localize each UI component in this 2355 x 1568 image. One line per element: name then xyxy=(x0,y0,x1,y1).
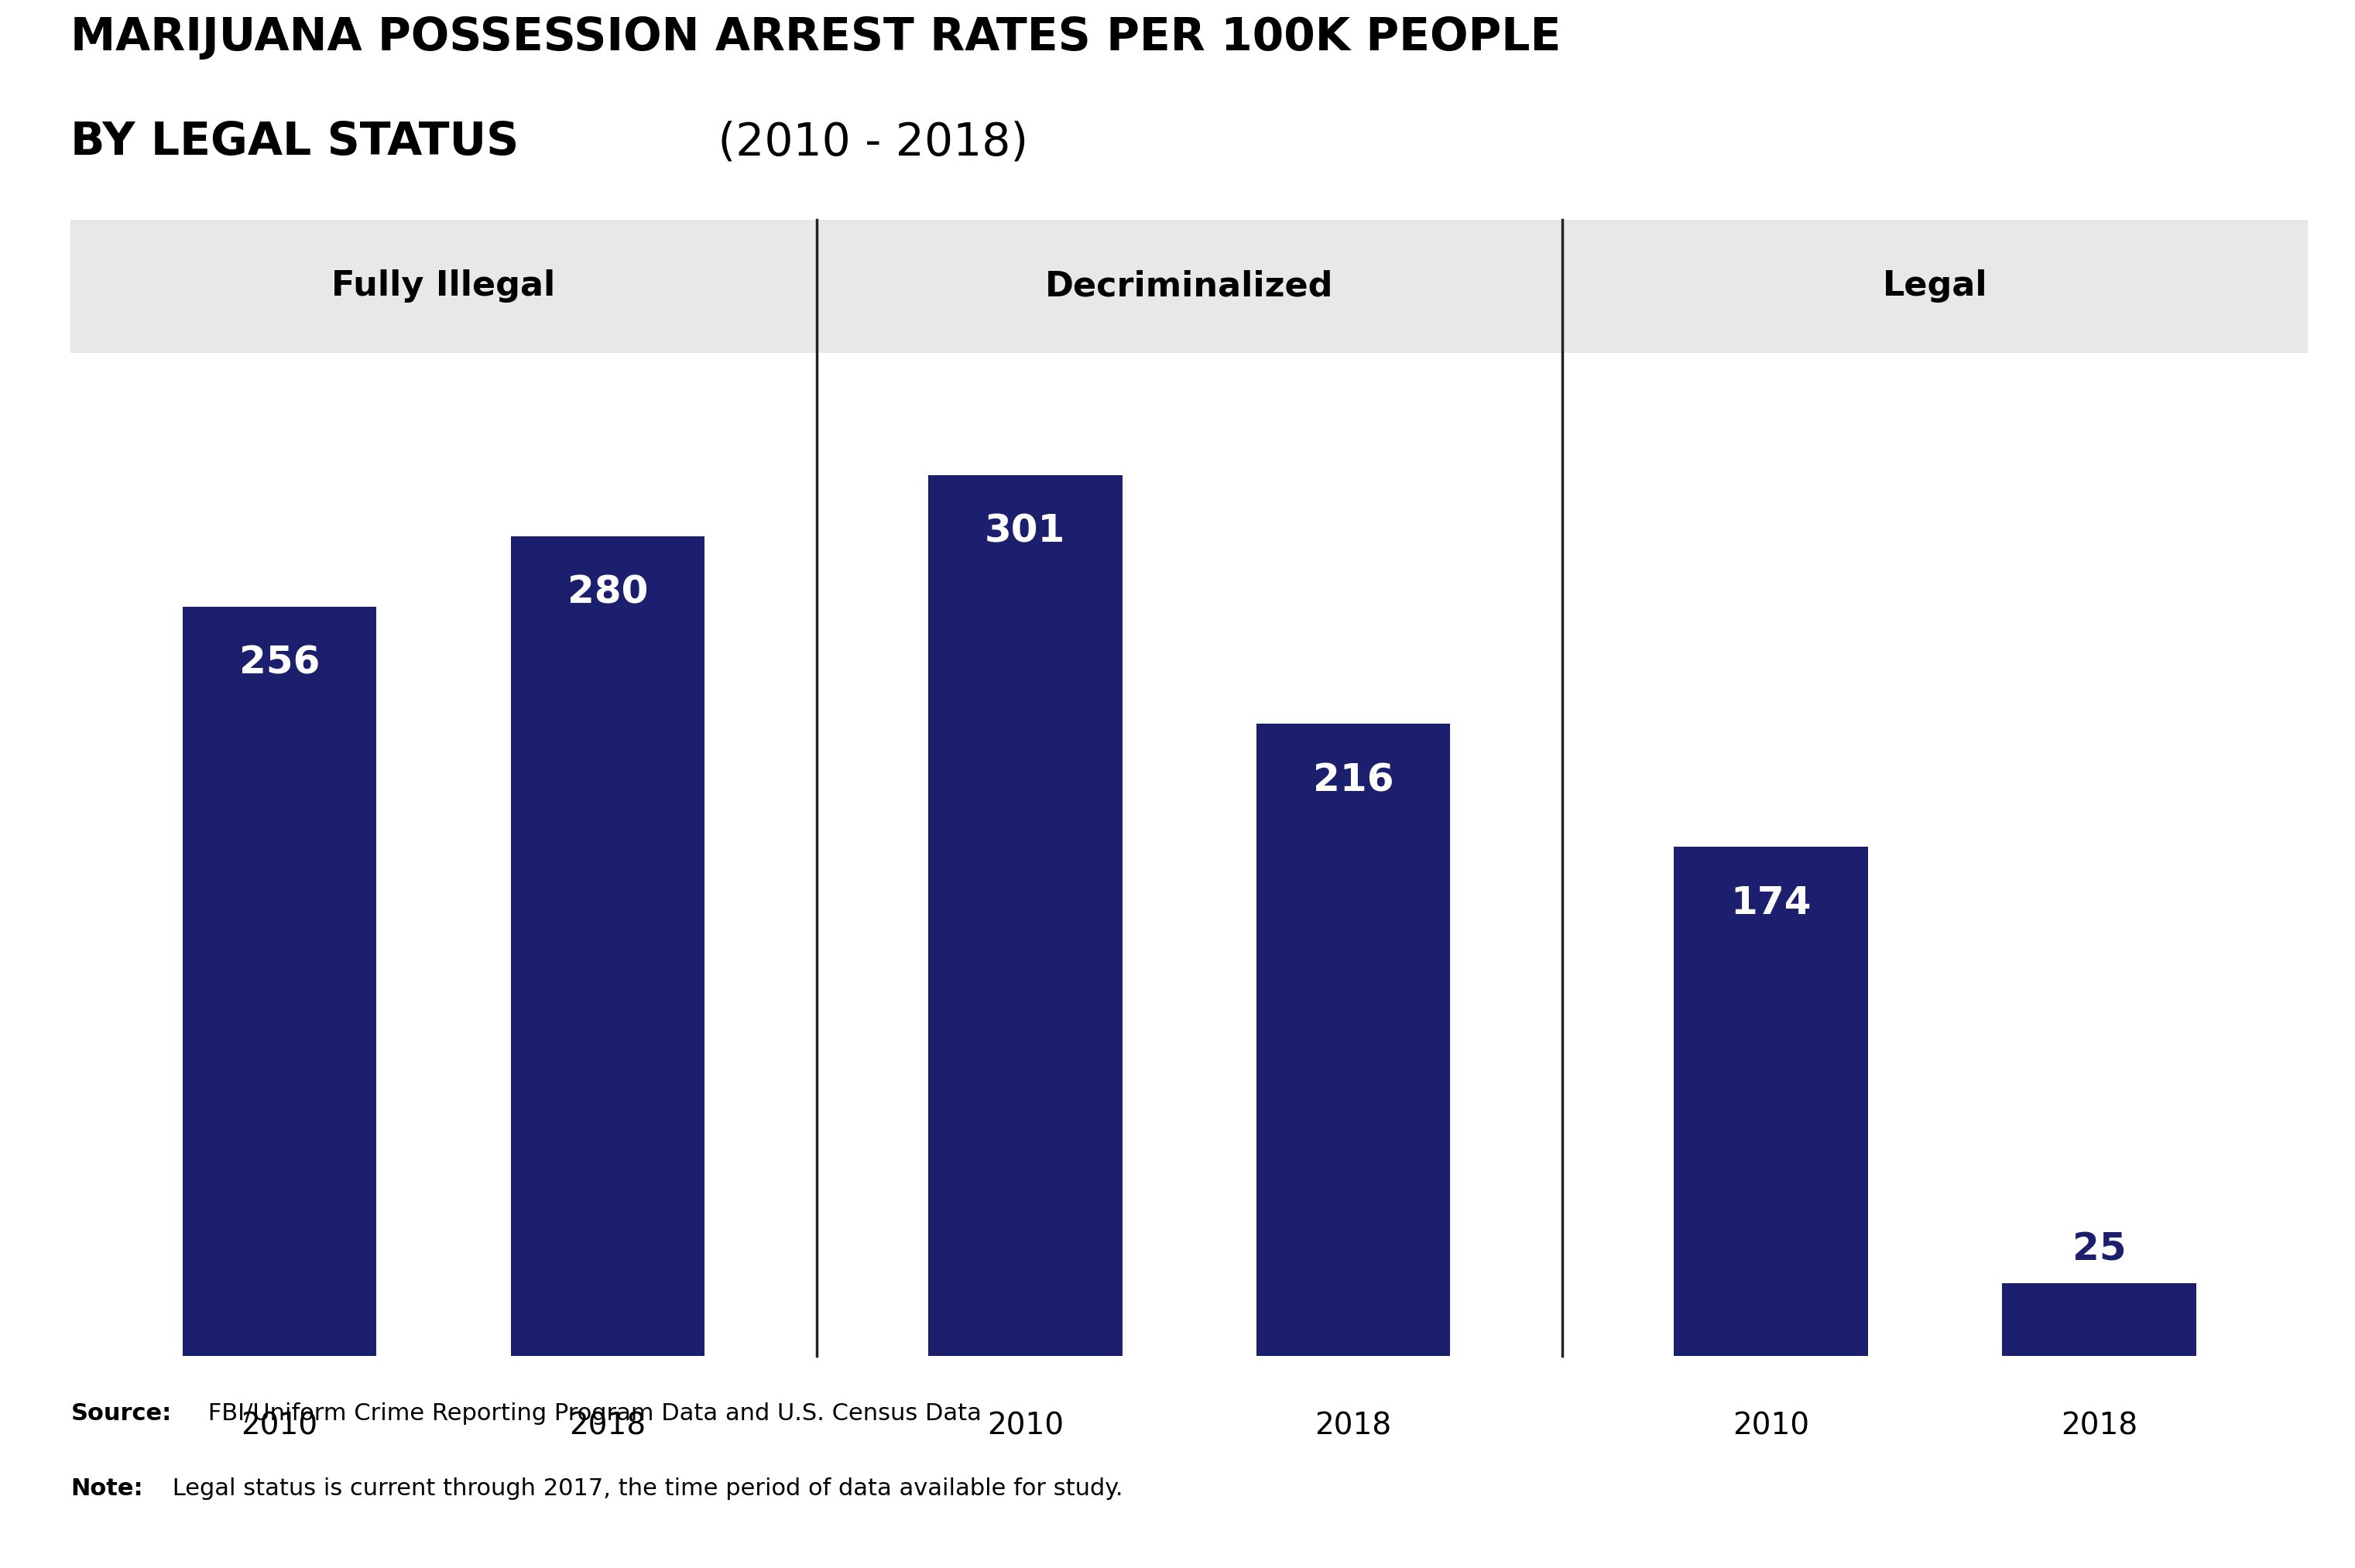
Text: 2010: 2010 xyxy=(987,1411,1064,1441)
Bar xyxy=(2002,1283,2195,1356)
Text: 2010: 2010 xyxy=(240,1411,318,1441)
Text: Source:: Source: xyxy=(71,1402,172,1425)
Bar xyxy=(184,607,377,1356)
Text: Decriminalized: Decriminalized xyxy=(1046,270,1333,303)
Text: 216: 216 xyxy=(1312,762,1394,798)
Text: 2018: 2018 xyxy=(1314,1411,1392,1441)
Text: 280: 280 xyxy=(568,574,648,612)
Text: Note:: Note: xyxy=(71,1477,144,1501)
Text: (2010 - 2018): (2010 - 2018) xyxy=(704,121,1029,165)
Text: 301: 301 xyxy=(984,513,1064,550)
Bar xyxy=(928,475,1121,1356)
Text: 2010: 2010 xyxy=(1733,1411,1809,1441)
Bar xyxy=(1674,847,1868,1356)
Text: FBI/Uniform Crime Reporting Program Data and U.S. Census Data: FBI/Uniform Crime Reporting Program Data… xyxy=(200,1402,982,1425)
Text: 174: 174 xyxy=(1731,884,1811,922)
Text: Legal: Legal xyxy=(1882,270,1988,303)
Text: BY LEGAL STATUS: BY LEGAL STATUS xyxy=(71,121,518,165)
Bar xyxy=(1258,724,1451,1356)
Text: 2018: 2018 xyxy=(2061,1411,2138,1441)
Text: MARIJUANA POSSESSION ARREST RATES PER 100K PEOPLE: MARIJUANA POSSESSION ARREST RATES PER 10… xyxy=(71,16,1561,60)
Text: 256: 256 xyxy=(240,644,320,682)
Text: Fully Illegal: Fully Illegal xyxy=(332,270,556,303)
Text: 25: 25 xyxy=(2072,1231,2127,1269)
Text: Legal status is current through 2017, the time period of data available for stud: Legal status is current through 2017, th… xyxy=(165,1477,1123,1501)
Text: 2018: 2018 xyxy=(570,1411,645,1441)
Bar xyxy=(511,536,704,1356)
